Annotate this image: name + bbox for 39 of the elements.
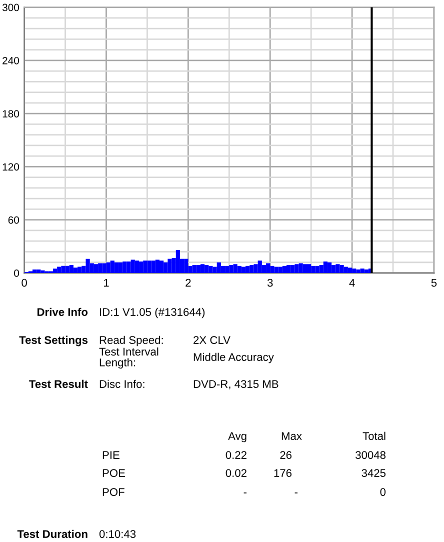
- x-tick-label: 5: [431, 278, 437, 287]
- x-tick-label: 4: [349, 278, 355, 287]
- text: 176: [274, 469, 292, 477]
- text: ID:1 V1.05 (#131644): [100, 308, 205, 318]
- text: 2X CLV: [194, 336, 230, 344]
- text: Test Interval Length:: [99, 347, 158, 369]
- text: POF: [102, 488, 124, 496]
- y-tick-label: 180: [2, 110, 20, 118]
- text: Test Settings: [19, 336, 88, 346]
- text: -: [244, 492, 247, 494]
- y-tick-label: 240: [2, 56, 20, 64]
- text: 0.02: [226, 469, 246, 477]
- y-tick-label: 0: [14, 270, 20, 277]
- y-tick-label: 60: [8, 216, 20, 224]
- text: Test Duration: [17, 530, 88, 538]
- text: DVD-R, 4315 MB: [194, 380, 278, 390]
- text: Test Result: [29, 380, 88, 388]
- text: 3425: [362, 469, 386, 477]
- text: 0:10:43: [99, 530, 136, 538]
- text: Disc Info:: [100, 380, 144, 388]
- text: 0.22: [226, 451, 246, 459]
- y-tick-label: 300: [2, 4, 20, 12]
- x-tick-label: 1: [104, 278, 109, 287]
- text: Avg: [228, 432, 246, 442]
- x-tick-label: 0: [22, 278, 27, 287]
- text: Drive Info: [38, 308, 88, 316]
- text: 26: [280, 451, 292, 459]
- text: 30048: [356, 451, 386, 459]
- y-tick-label: 120: [2, 163, 20, 171]
- text: PIE: [102, 451, 120, 459]
- text: Middle Accuracy: [194, 352, 274, 364]
- text: POE: [102, 469, 125, 477]
- text: Max: [282, 432, 302, 440]
- text: Total: [362, 432, 386, 440]
- text: Read Speed:: [100, 336, 163, 346]
- x-tick-label: 3: [267, 278, 273, 287]
- text: 0: [380, 488, 386, 496]
- x-tick-label: 2: [186, 278, 191, 287]
- text: -: [294, 492, 298, 494]
